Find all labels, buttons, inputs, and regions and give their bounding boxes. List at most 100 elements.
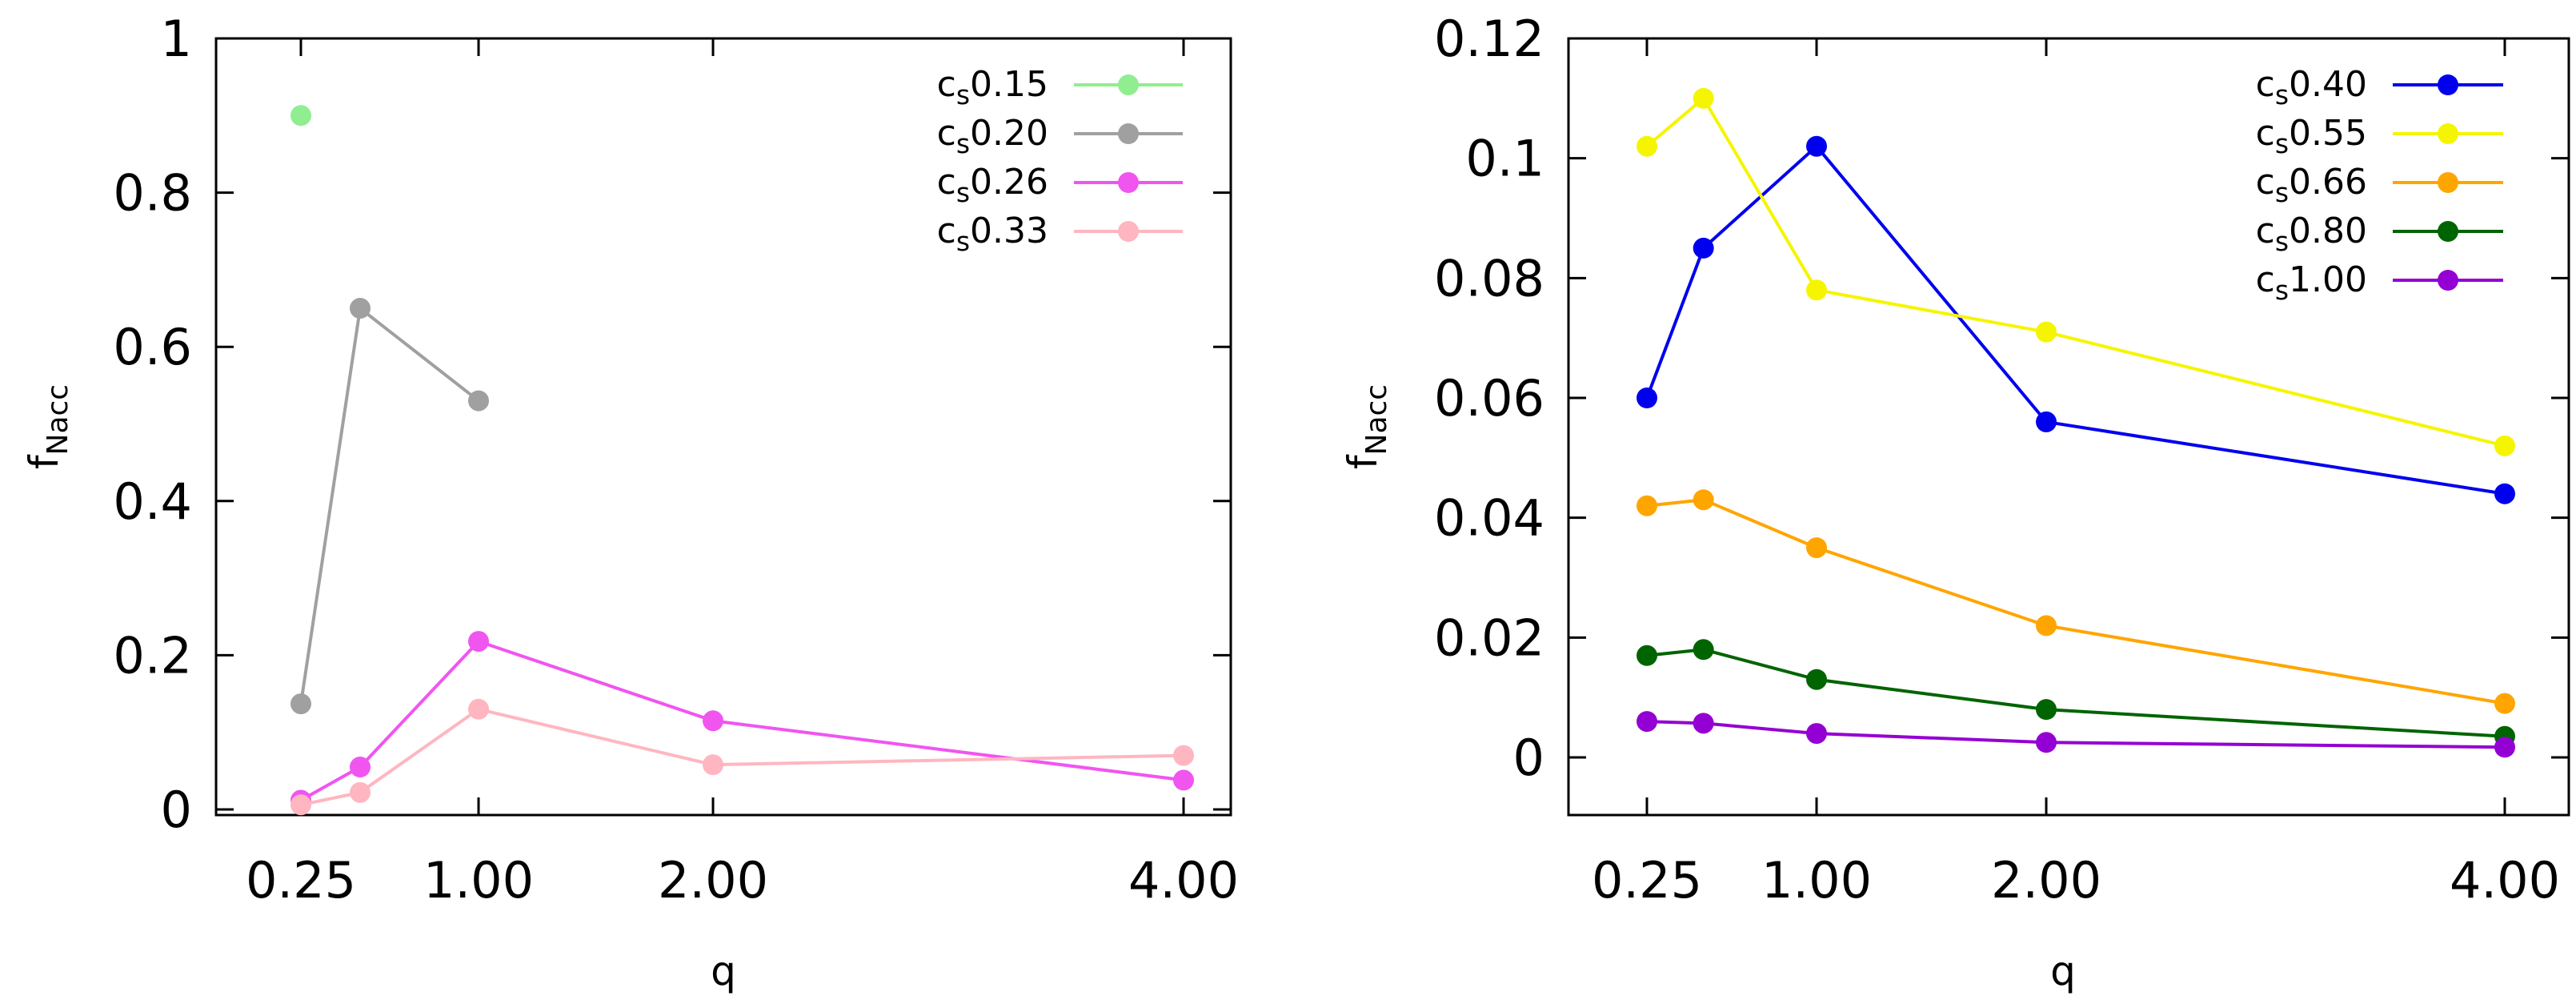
series-line xyxy=(1646,498,2506,705)
data-point xyxy=(1637,645,1657,666)
y-axis-label-group: fNacc xyxy=(21,384,74,469)
y-tick-label: 0 xyxy=(161,781,192,839)
series-line xyxy=(1645,143,2506,496)
series-cs-0_40 xyxy=(1637,135,2515,504)
data-point xyxy=(2036,321,2057,343)
data-point xyxy=(2494,483,2515,504)
legend-label-subscript: s xyxy=(956,177,970,208)
legend-marker xyxy=(1118,123,1139,144)
x-tick-label: 2.00 xyxy=(1991,851,2101,910)
legend-label-prefix: c xyxy=(2256,64,2275,105)
legend-marker xyxy=(2438,270,2458,291)
data-point xyxy=(290,105,311,127)
legend-label-prefix: c xyxy=(937,64,956,105)
legend-marker xyxy=(1118,221,1139,242)
data-point xyxy=(703,710,723,732)
y-tick-label: 0.06 xyxy=(1434,369,1544,428)
y-tick-label: 1 xyxy=(161,10,192,68)
data-point xyxy=(1806,135,1827,157)
y-tick-label: 0.2 xyxy=(113,626,192,685)
legend-label-prefix: c xyxy=(937,162,956,203)
legend-label-subscript: s xyxy=(2275,79,2289,110)
legend-marker xyxy=(1118,172,1139,193)
y-axis-label-subscript: Nacc xyxy=(42,384,74,456)
plot-frame xyxy=(1567,37,2570,817)
legend-entry: cs0.40 xyxy=(2256,64,2503,110)
x-tick-label: 1.00 xyxy=(1761,851,1872,910)
legend-entry: cs0.55 xyxy=(2256,113,2503,159)
legend-label-value: 0.66 xyxy=(2289,162,2367,203)
x-tick-label: 0.25 xyxy=(246,851,356,910)
data-point xyxy=(2036,732,2057,753)
y-axis-label-base: f xyxy=(1340,454,1386,469)
data-point xyxy=(703,754,723,776)
series-cs-0_55 xyxy=(1637,87,2515,456)
legend-entry: cs0.20 xyxy=(937,113,1183,159)
legend-entry: cs1.00 xyxy=(2256,259,2503,306)
y-axis-label-group: fNacc xyxy=(1340,384,1393,469)
legend-label-prefix: c xyxy=(2256,211,2275,251)
legend-label-subscript: s xyxy=(956,79,970,110)
x-tick-label: 1.00 xyxy=(423,851,534,910)
legend-label: cs1.00 xyxy=(2256,259,2367,306)
y-tick-label: 0.02 xyxy=(1434,608,1544,667)
y-tick-label: 0.4 xyxy=(113,472,192,531)
series-cs-0_15 xyxy=(290,105,311,127)
y-axis-label: fNacc xyxy=(21,384,74,469)
data-point xyxy=(2494,737,2515,758)
data-point xyxy=(1637,388,1657,408)
data-point xyxy=(1693,237,1714,259)
data-point xyxy=(2036,615,2057,637)
legend-label-value: 0.26 xyxy=(970,162,1048,203)
legend-label-prefix: c xyxy=(937,113,956,154)
data-point xyxy=(1173,745,1194,766)
data-point xyxy=(1637,495,1657,516)
x-axis-label: q xyxy=(2050,948,2076,994)
data-point xyxy=(2036,699,2057,721)
legend-label-subscript: s xyxy=(956,128,970,159)
legend-label-value: 0.20 xyxy=(970,113,1048,154)
data-point xyxy=(290,693,311,715)
y-axis-label: fNacc xyxy=(1340,384,1393,469)
series-line xyxy=(1646,720,2506,749)
legend-entry: cs0.66 xyxy=(2256,162,2503,208)
legend-label-value: 0.80 xyxy=(2289,211,2367,251)
legend-label: cs0.40 xyxy=(2256,64,2367,110)
data-point xyxy=(1806,537,1827,559)
series-line xyxy=(1645,95,2506,448)
x-tick-label: 4.00 xyxy=(1128,851,1239,910)
x-tick-label: 0.25 xyxy=(1592,851,1702,910)
legend-marker xyxy=(2438,221,2458,242)
data-point xyxy=(1693,713,1714,734)
legend-entry: cs0.15 xyxy=(937,64,1183,110)
legend-label-subscript: s xyxy=(2275,275,2289,306)
x-tick-label: 4.00 xyxy=(2450,851,2560,910)
legend-label-prefix: c xyxy=(937,211,956,251)
legend-label: cs0.55 xyxy=(2256,113,2367,159)
legend-label-prefix: c xyxy=(2256,113,2275,154)
series-line xyxy=(299,305,480,705)
y-tick-label: 0.12 xyxy=(1434,10,1544,68)
data-point xyxy=(2036,411,2057,432)
x-tick-label: 2.00 xyxy=(658,851,768,910)
legend-entry: cs0.80 xyxy=(2256,211,2503,257)
series-line xyxy=(300,639,1184,802)
data-point xyxy=(1173,769,1194,791)
data-point xyxy=(350,298,371,319)
data-point xyxy=(1806,279,1827,301)
y-tick-label: 0.08 xyxy=(1434,249,1544,307)
legend-label-prefix: c xyxy=(2256,259,2275,300)
legend-entry: cs0.33 xyxy=(937,211,1183,257)
legend-label-subscript: s xyxy=(956,226,970,257)
x-axis-label: q xyxy=(711,948,736,994)
y-tick-label: 0.04 xyxy=(1434,489,1544,548)
legend-label: cs0.20 xyxy=(937,113,1048,159)
data-point xyxy=(2494,435,2515,456)
data-point xyxy=(290,794,311,816)
data-point xyxy=(468,631,489,653)
data-point xyxy=(1806,723,1827,745)
legend-label-value: 0.15 xyxy=(970,64,1048,105)
y-axis-label-base: f xyxy=(21,454,67,469)
legend-label: cs0.66 xyxy=(2256,162,2367,208)
